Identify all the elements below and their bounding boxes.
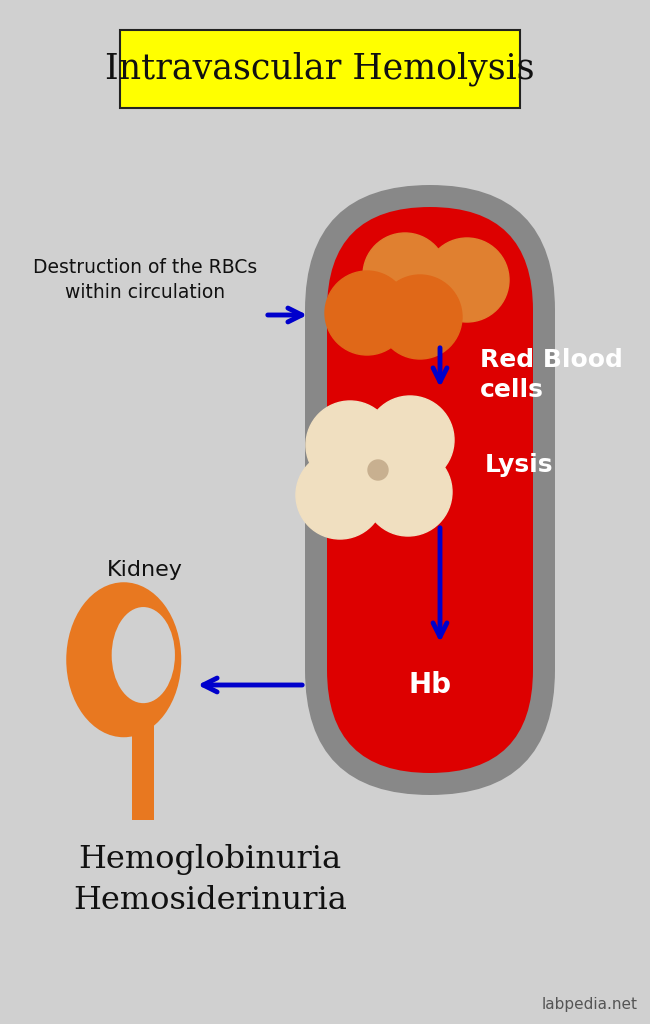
FancyBboxPatch shape — [133, 666, 154, 820]
Text: Hemoglobinuria
Hemosiderinuria: Hemoglobinuria Hemosiderinuria — [73, 844, 347, 915]
FancyBboxPatch shape — [305, 185, 555, 795]
Circle shape — [368, 460, 388, 480]
Circle shape — [378, 275, 462, 359]
Circle shape — [363, 233, 447, 317]
FancyBboxPatch shape — [133, 640, 177, 663]
Text: Destruction of the RBCs
within circulation: Destruction of the RBCs within circulati… — [33, 258, 257, 302]
Text: Kidney: Kidney — [107, 560, 183, 580]
Circle shape — [306, 401, 394, 489]
FancyBboxPatch shape — [120, 30, 520, 108]
Text: labpedia.net: labpedia.net — [542, 997, 638, 1013]
Text: Red Blood
cells: Red Blood cells — [480, 348, 623, 401]
Circle shape — [364, 449, 452, 536]
Circle shape — [366, 396, 454, 484]
Text: Hb: Hb — [408, 671, 452, 699]
Ellipse shape — [66, 583, 181, 737]
Ellipse shape — [112, 607, 175, 703]
Circle shape — [425, 238, 509, 322]
FancyBboxPatch shape — [327, 207, 533, 773]
Circle shape — [325, 271, 409, 355]
Text: Lysis: Lysis — [485, 453, 554, 477]
Circle shape — [296, 451, 384, 539]
Text: Intravascular Hemolysis: Intravascular Hemolysis — [105, 52, 535, 86]
